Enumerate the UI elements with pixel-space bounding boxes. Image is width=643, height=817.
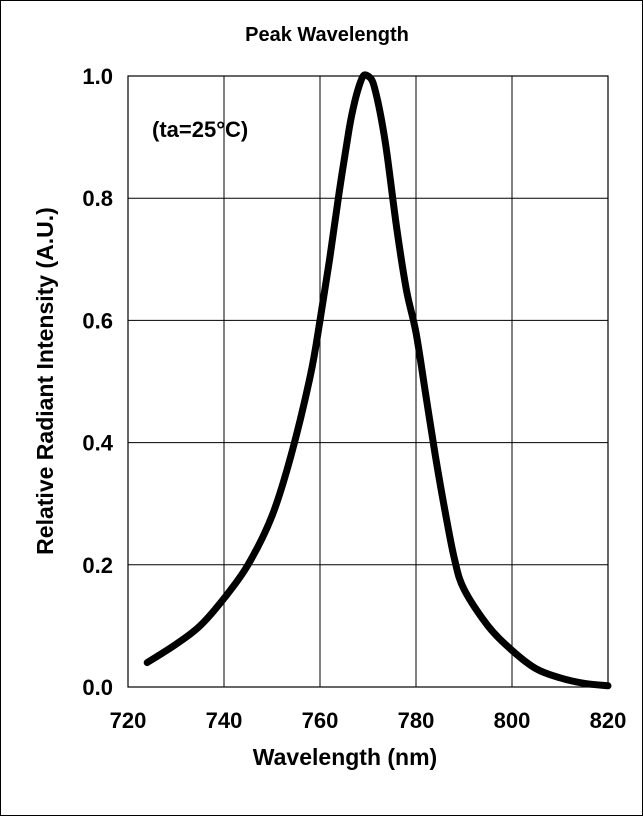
x-tick-label-4: 800 xyxy=(494,708,531,733)
x-tick-label-3: 780 xyxy=(398,708,435,733)
y-tick-label-4: 0.8 xyxy=(82,186,113,211)
plot-area-border xyxy=(127,75,609,688)
y-tick-label-2: 0.4 xyxy=(82,431,113,456)
y-tick-label-1: 0.2 xyxy=(82,553,113,578)
x-tick-label-2: 760 xyxy=(302,708,339,733)
y-tick-label-5: 1.0 xyxy=(82,64,113,89)
intensity-curve xyxy=(143,71,612,690)
y-tick-label-0: 0.0 xyxy=(82,675,113,700)
y-axis-label: Relative Radiant Intensity (A.U.) xyxy=(32,207,58,555)
x-axis-label: Wavelength (nm) xyxy=(253,744,437,770)
x-tick-label-1: 740 xyxy=(206,708,243,733)
chart-title: Peak Wavelength xyxy=(245,24,409,46)
x-tick-label-0: 720 xyxy=(110,708,147,733)
x-tick-label-5: 820 xyxy=(590,708,627,733)
y-tick-labels: 0.0 0.2 0.4 0.6 0.8 1.0 xyxy=(82,64,113,700)
grid-lines xyxy=(127,75,609,688)
chart-annotation: (ta=25°C) xyxy=(152,117,248,142)
y-tick-label-3: 0.6 xyxy=(82,308,113,333)
x-tick-labels: 720 740 760 780 800 820 xyxy=(110,708,627,733)
